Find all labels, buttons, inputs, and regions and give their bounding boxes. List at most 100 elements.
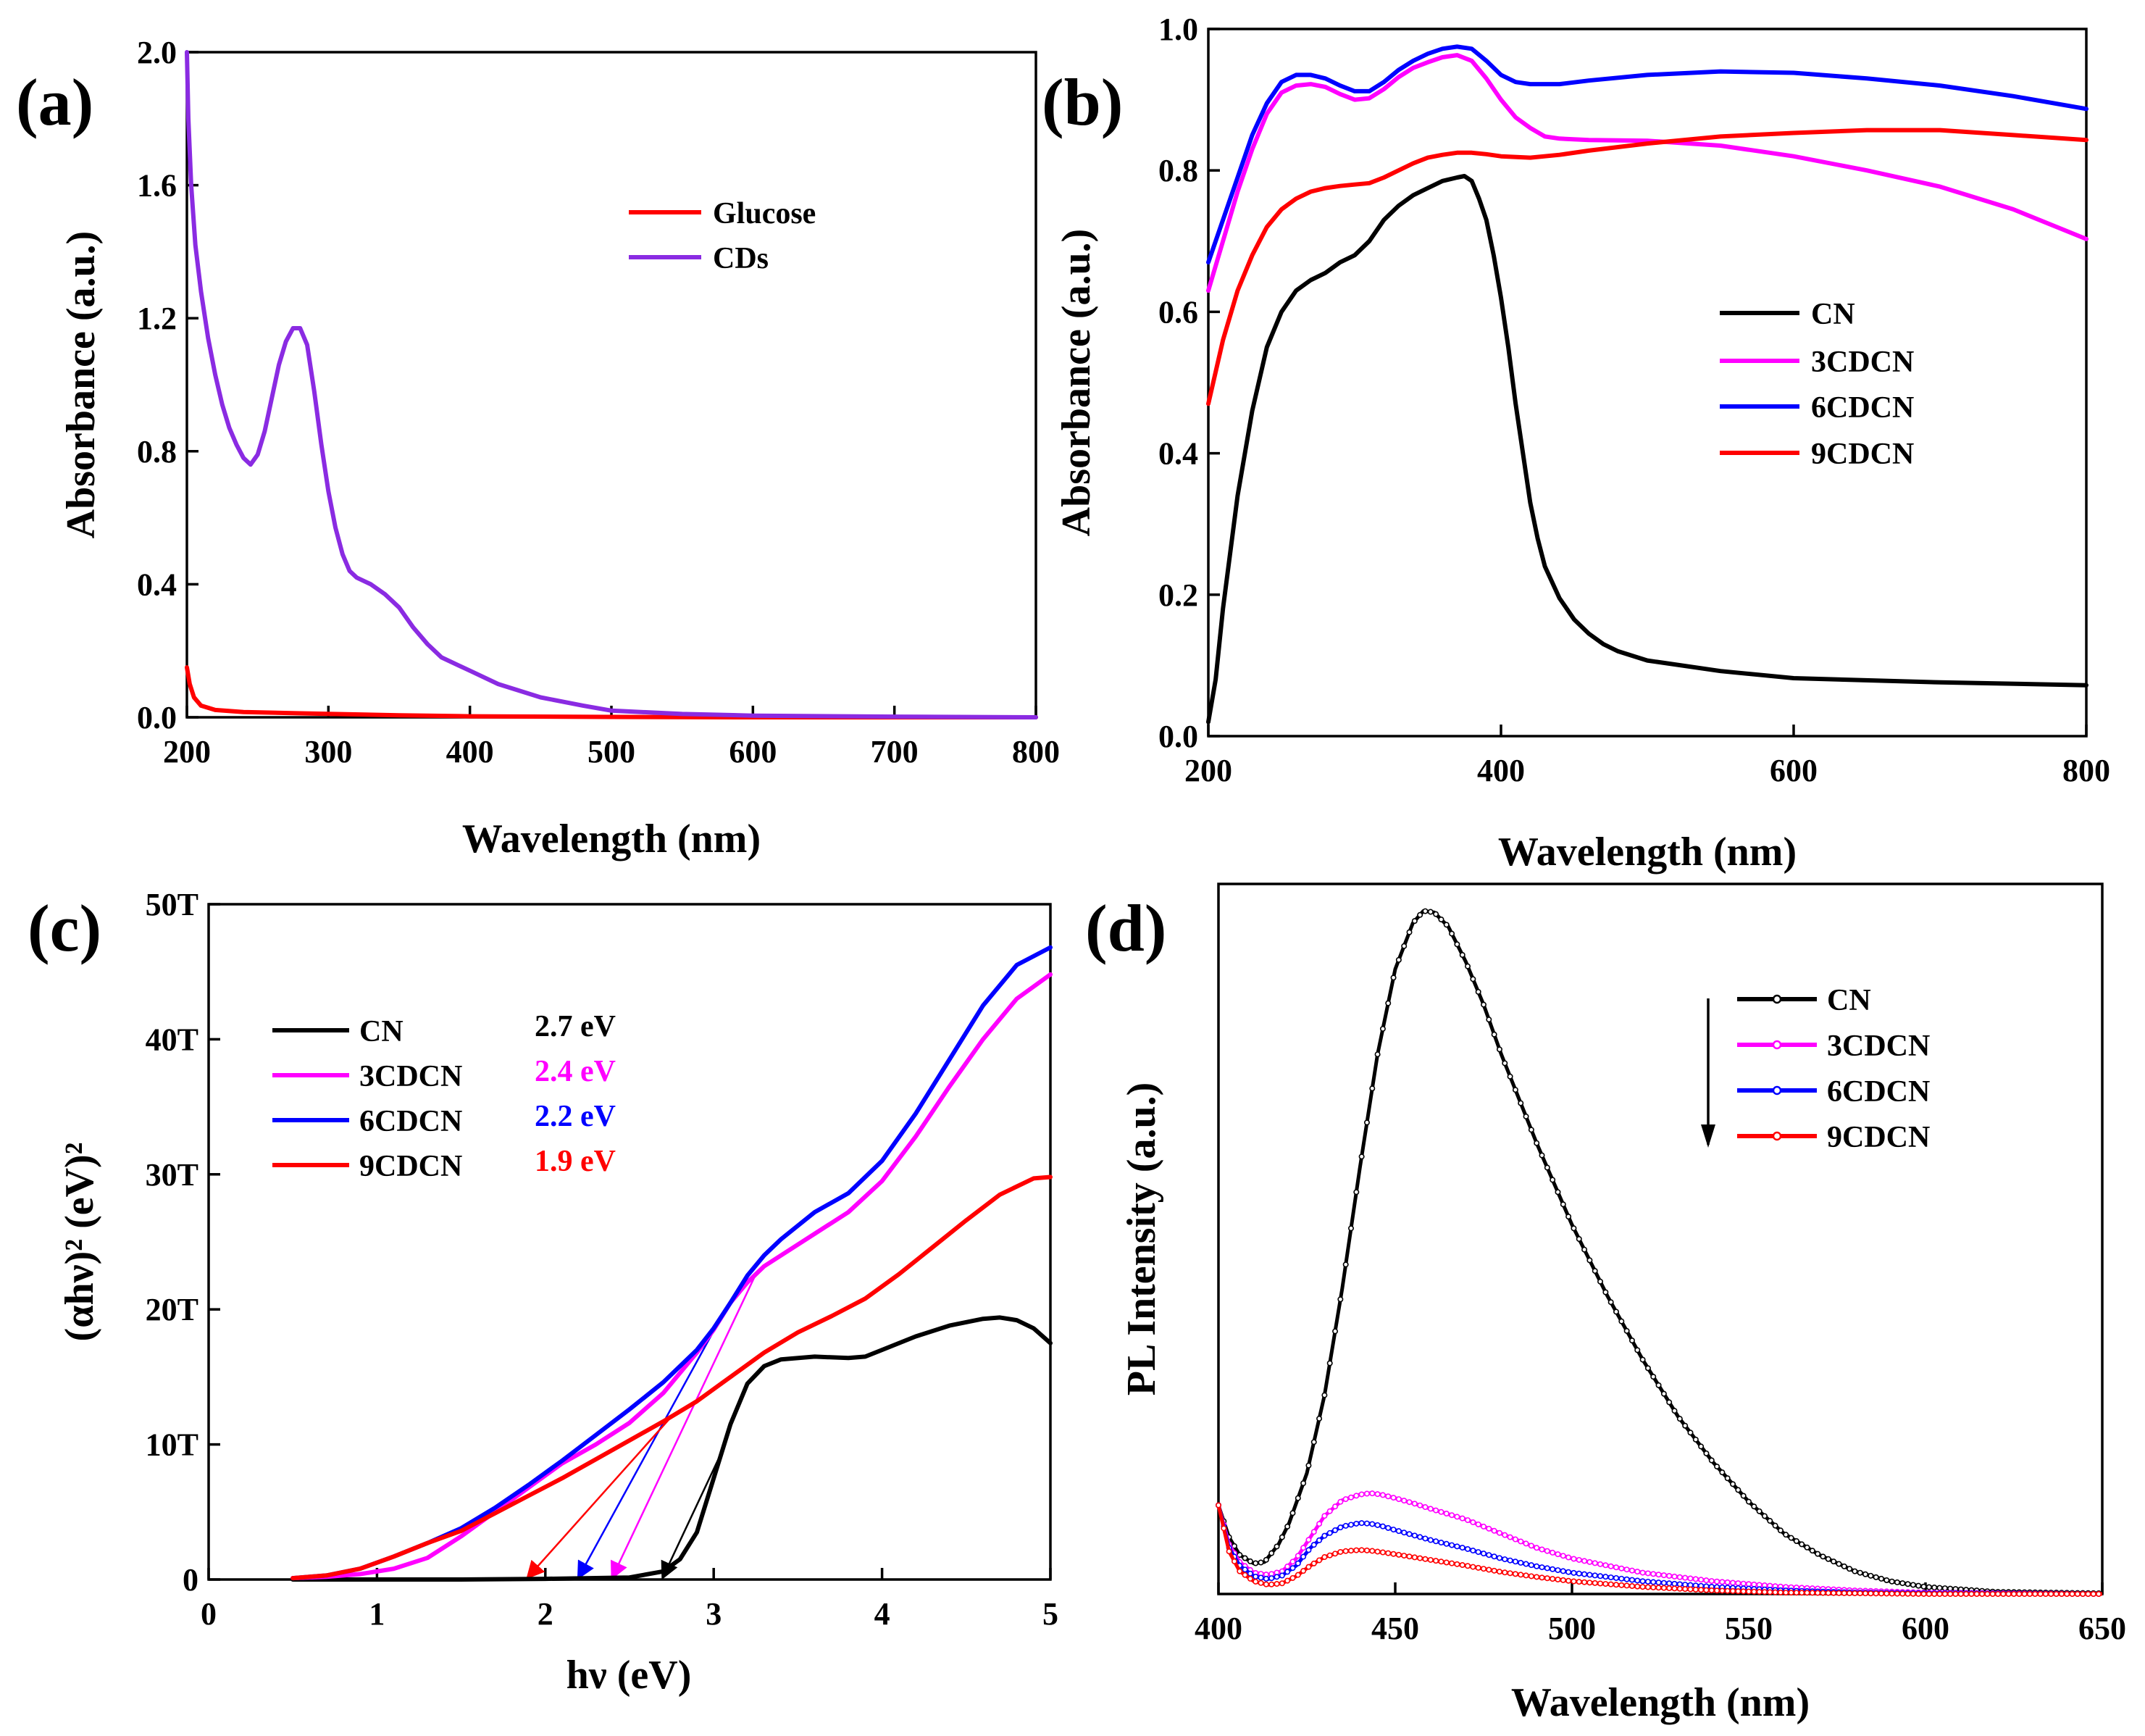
data-point-9cdcn: [1465, 1563, 1471, 1569]
data-point-3cdcn: [1708, 1578, 1715, 1585]
data-point-9cdcn: [1581, 1579, 1588, 1585]
y-tick-label-b-0-0: 0.0: [1158, 719, 1198, 754]
data-point-3cdcn: [1379, 1492, 1386, 1498]
panel-d: (d) 400 450 500 550 600 650 Wavelength (nm) P…: [1085, 882, 2126, 1725]
data-point-9cdcn: [1644, 1584, 1651, 1590]
data-point-9cdcn: [1676, 1585, 1683, 1592]
data-point-9cdcn: [1899, 1590, 1906, 1597]
y-tick-label-c-50t: 50T: [146, 887, 198, 922]
data-point-cn: [1390, 975, 1397, 981]
data-point-6cdcn: [1534, 1563, 1540, 1569]
data-point-3cdcn: [1714, 1578, 1720, 1585]
data-point-cn: [1692, 1436, 1699, 1443]
data-point-9cdcn: [1263, 1581, 1269, 1587]
x-tick-label-d-650: 650: [2078, 1611, 2126, 1646]
legend-label-3cdcn-d: 3CDCN: [1827, 1030, 1930, 1063]
data-point-cn: [1332, 1328, 1339, 1335]
data-point-3cdcn: [1459, 1515, 1465, 1522]
y-tick-label-a-0-4: 0.4: [137, 567, 177, 602]
data-point-3cdcn: [1406, 1499, 1413, 1506]
data-point-6cdcn: [1544, 1565, 1550, 1572]
data-point-cn: [1337, 1296, 1344, 1303]
data-point-3cdcn: [1326, 1508, 1333, 1514]
data-point-cn: [1862, 1571, 1869, 1577]
series-markers-9cdcn: [1216, 1502, 2102, 1598]
data-point-9cdcn: [2074, 1591, 2081, 1598]
data-point-cn: [1496, 1046, 1502, 1053]
data-point-6cdcn: [1342, 1522, 1349, 1529]
data-point-cn: [1878, 1575, 1885, 1582]
data-point-3cdcn: [1607, 1563, 1614, 1569]
x-axis-title-d: Wavelength (nm): [1511, 1680, 1810, 1725]
data-point-9cdcn: [1703, 1587, 1710, 1593]
data-point-6cdcn: [1390, 1527, 1397, 1533]
data-point-6cdcn: [1358, 1520, 1365, 1527]
x-tick-label-a-500: 500: [588, 734, 635, 769]
data-point-6cdcn: [1353, 1520, 1360, 1527]
data-point-cn: [1852, 1568, 1858, 1574]
data-point-9cdcn: [1528, 1573, 1534, 1579]
data-point-cn: [1481, 1001, 1487, 1008]
data-point-9cdcn: [1507, 1570, 1513, 1577]
data-point-9cdcn: [1274, 1581, 1280, 1587]
data-point-3cdcn: [1613, 1564, 1620, 1571]
data-point-3cdcn: [1417, 1502, 1423, 1508]
data-point-cn: [1417, 911, 1423, 918]
y-axis-title-c: (αhν)² (eV)²: [57, 1143, 102, 1342]
data-point-6cdcn: [1650, 1579, 1657, 1585]
data-point-cn: [1475, 988, 1481, 995]
data-point-9cdcn: [2032, 1591, 2039, 1598]
data-point-9cdcn: [1216, 1502, 1222, 1508]
data-point-3cdcn: [1644, 1570, 1651, 1577]
data-point-9cdcn: [1660, 1585, 1667, 1591]
data-point-3cdcn: [1491, 1527, 1497, 1534]
data-point-6cdcn: [1644, 1578, 1651, 1585]
data-point-3cdcn: [1433, 1507, 1439, 1514]
data-point-9cdcn: [1369, 1548, 1376, 1554]
data-point-9cdcn: [1883, 1590, 1890, 1597]
data-point-6cdcn: [1274, 1574, 1280, 1580]
data-point-cn: [1427, 909, 1434, 915]
data-point-9cdcn: [2053, 1591, 2060, 1598]
data-point-3cdcn: [1337, 1498, 1344, 1505]
legend-d: CN 3CDCN 6CDCN 9CDCN: [1701, 984, 1930, 1154]
data-point-cn: [1310, 1439, 1317, 1445]
data-point-9cdcn: [2016, 1591, 2023, 1598]
data-point-3cdcn: [1300, 1545, 1307, 1551]
data-point-cn: [1449, 930, 1455, 937]
data-point-cn: [1348, 1225, 1355, 1232]
data-point-cn: [1687, 1430, 1694, 1436]
data-point-9cdcn: [1555, 1577, 1561, 1583]
data-point-9cdcn: [1639, 1584, 1646, 1590]
data-point-6cdcn: [1258, 1574, 1264, 1581]
data-point-6cdcn: [1369, 1521, 1376, 1527]
data-point-3cdcn: [1449, 1512, 1455, 1519]
data-point-cn: [1815, 1551, 1821, 1557]
data-point-cn: [1756, 1508, 1763, 1514]
data-point-9cdcn: [1815, 1590, 1821, 1596]
data-point-9cdcn: [1253, 1578, 1259, 1585]
data-point-9cdcn: [1602, 1581, 1609, 1587]
data-point-cn: [1920, 1583, 1927, 1590]
data-point-9cdcn: [1836, 1590, 1842, 1596]
data-point-6cdcn: [1316, 1537, 1323, 1543]
data-point-cn: [1550, 1177, 1556, 1183]
data-point-3cdcn: [1660, 1572, 1667, 1579]
data-point-6cdcn: [1363, 1520, 1370, 1527]
legend-label-9cdcn-d: 9CDCN: [1827, 1121, 1930, 1154]
data-point-3cdcn: [1639, 1569, 1646, 1576]
data-point-6cdcn: [1565, 1569, 1572, 1575]
data-point-cn: [1395, 956, 1402, 963]
data-point-6cdcn: [1422, 1535, 1429, 1542]
data-point-9cdcn: [1889, 1590, 1895, 1597]
series-line-b-6cdcn: [1206, 44, 2088, 265]
data-point-3cdcn: [1305, 1537, 1312, 1543]
data-point-cn: [1735, 1487, 1741, 1493]
data-point-cn: [1623, 1327, 1630, 1334]
data-point-6cdcn: [1411, 1532, 1418, 1539]
data-point-cn: [1459, 952, 1465, 959]
data-point-cn: [1592, 1268, 1598, 1274]
data-point-9cdcn: [1310, 1560, 1317, 1566]
data-point-6cdcn: [1332, 1527, 1339, 1533]
data-point-9cdcn: [1348, 1548, 1355, 1554]
